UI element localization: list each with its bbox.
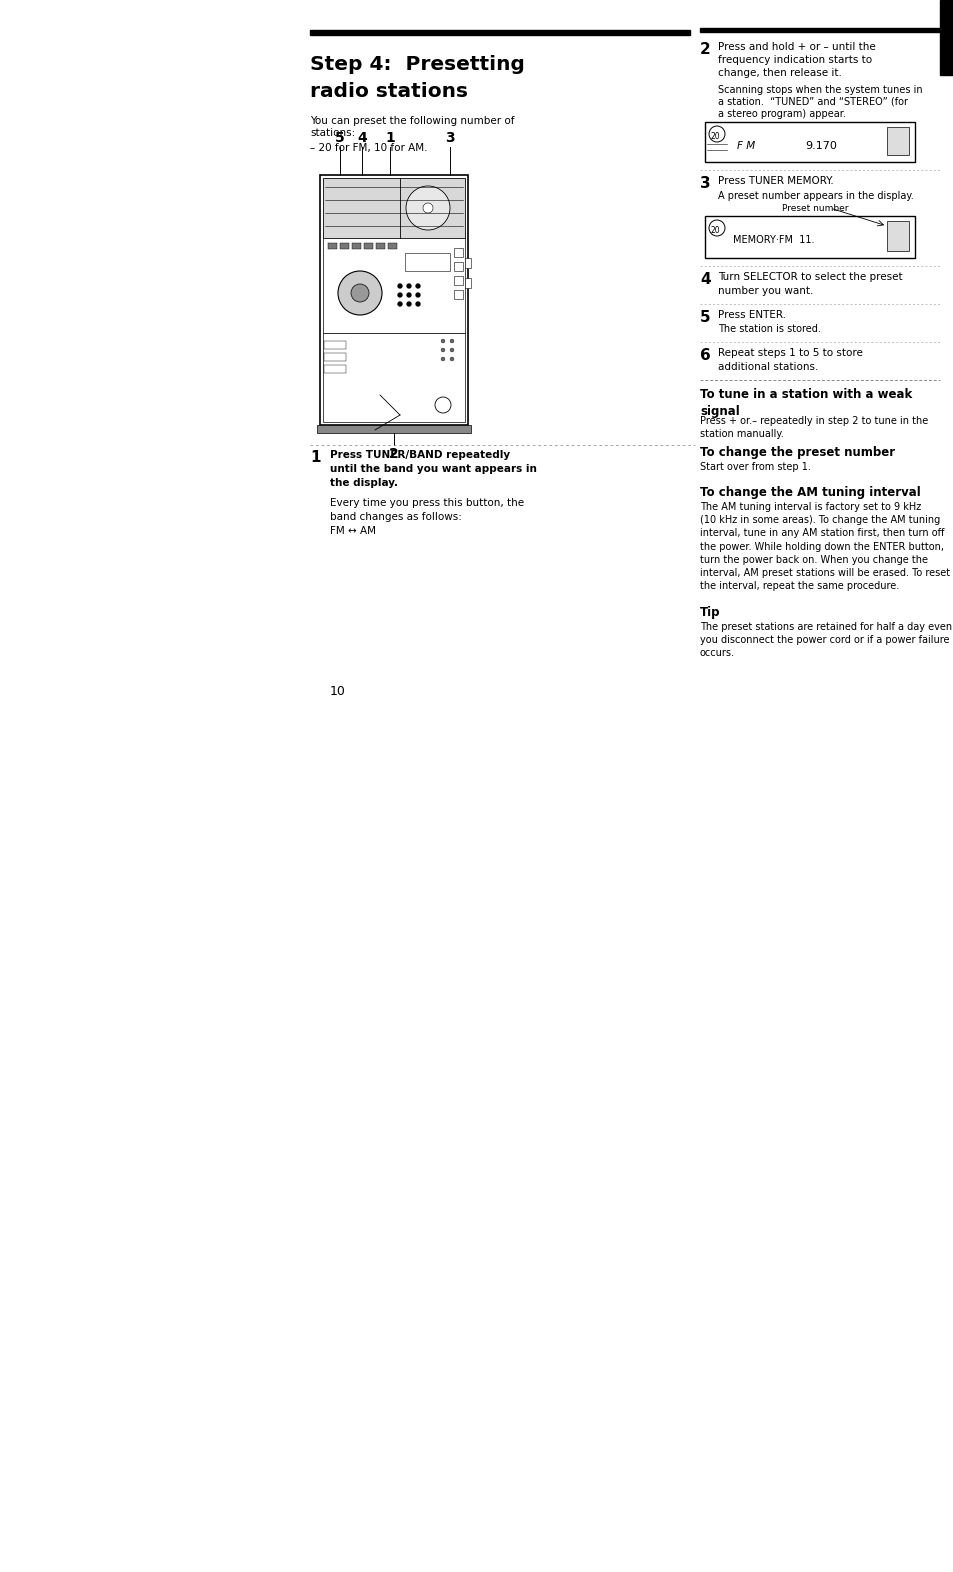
Circle shape [397, 292, 402, 297]
Bar [328, 244, 336, 248]
Circle shape [440, 340, 444, 343]
Text: 6: 6 [700, 347, 710, 363]
Circle shape [406, 292, 411, 297]
Text: MEMORY·FM  11.: MEMORY·FM 11. [732, 234, 814, 245]
Text: 4: 4 [700, 272, 710, 288]
Text: 2: 2 [700, 42, 710, 57]
Bar [464, 258, 471, 267]
Text: The AM tuning interval is factory set to 9 kHz
(10 kHz in some areas). To change: The AM tuning interval is factory set to… [700, 501, 949, 591]
Text: Press TUNER MEMORY.: Press TUNER MEMORY. [718, 176, 833, 185]
Bar [454, 263, 462, 270]
Circle shape [435, 398, 451, 413]
Text: – 20 for FM, 10 for AM.: – 20 for FM, 10 for AM. [310, 143, 427, 152]
Text: stations:: stations: [310, 127, 355, 138]
Circle shape [416, 292, 420, 297]
Circle shape [708, 126, 724, 141]
Circle shape [397, 283, 402, 289]
Bar [405, 253, 450, 270]
Bar [316, 424, 471, 432]
Bar [324, 341, 346, 349]
Circle shape [422, 203, 433, 212]
Circle shape [440, 357, 444, 362]
Circle shape [406, 302, 411, 307]
Bar [323, 178, 464, 237]
Circle shape [397, 302, 402, 307]
Bar [323, 333, 464, 421]
Text: A preset number appears in the display.: A preset number appears in the display. [718, 192, 913, 201]
Text: Tip: Tip [700, 605, 720, 619]
Circle shape [450, 357, 454, 362]
Bar [939, 0, 953, 75]
Bar [886, 127, 908, 156]
Text: Preset number: Preset number [781, 204, 847, 212]
Circle shape [337, 270, 381, 314]
Circle shape [351, 285, 369, 302]
Text: radio stations: radio stations [310, 82, 468, 101]
Text: To tune in a station with a weak
signal: To tune in a station with a weak signal [700, 388, 911, 418]
Text: To change the AM tuning interval: To change the AM tuning interval [700, 486, 920, 498]
Text: change, then release it.: change, then release it. [718, 68, 841, 79]
Bar [323, 237, 464, 333]
Bar [454, 248, 462, 256]
Circle shape [440, 347, 444, 352]
Text: Press and hold + or – until the: Press and hold + or – until the [718, 42, 875, 52]
Circle shape [416, 283, 420, 289]
Circle shape [450, 347, 454, 352]
Text: Scanning stops when the system tunes in: Scanning stops when the system tunes in [718, 85, 922, 94]
Circle shape [450, 340, 454, 343]
Text: The station is stored.: The station is stored. [718, 324, 820, 333]
Circle shape [406, 185, 450, 230]
Bar [388, 244, 396, 248]
Text: 2: 2 [389, 446, 398, 461]
Text: Press + or.– repeatedly in step 2 to tune in the
station manually.: Press + or.– repeatedly in step 2 to tun… [700, 417, 927, 439]
Bar [364, 244, 373, 248]
Bar [700, 28, 939, 31]
Bar [319, 174, 468, 424]
Bar [339, 244, 349, 248]
Bar [310, 30, 689, 35]
Circle shape [708, 220, 724, 236]
Text: Repeat steps 1 to 5 to store
additional stations.: Repeat steps 1 to 5 to store additional … [718, 347, 862, 373]
Text: F M: F M [737, 141, 755, 151]
Text: Press ENTER.: Press ENTER. [718, 310, 785, 321]
Bar [886, 222, 908, 252]
Text: 3: 3 [445, 130, 455, 145]
Text: 10: 10 [330, 685, 346, 698]
Text: 4: 4 [356, 130, 367, 145]
Bar [704, 123, 914, 162]
Circle shape [406, 283, 411, 289]
Text: a station.  “TUNED” and “STEREO” (for: a station. “TUNED” and “STEREO” (for [718, 97, 907, 107]
Text: Every time you press this button, the
band changes as follows:
FM ↔ AM: Every time you press this button, the ba… [330, 498, 523, 536]
Bar [324, 354, 346, 362]
Bar [464, 278, 471, 288]
Text: The preset stations are retained for half a day even if
you disconnect the power: The preset stations are retained for hal… [700, 623, 953, 659]
Text: 1: 1 [385, 130, 395, 145]
Circle shape [416, 302, 420, 307]
Text: To change the preset number: To change the preset number [700, 446, 894, 459]
Bar [375, 244, 385, 248]
Bar [704, 215, 914, 258]
Text: 1: 1 [310, 450, 320, 465]
Text: 3: 3 [700, 176, 710, 192]
Text: Turn SELECTOR to select the preset
number you want.: Turn SELECTOR to select the preset numbe… [718, 272, 902, 296]
Text: 5: 5 [700, 310, 710, 325]
Bar [324, 365, 346, 373]
Bar [454, 289, 462, 299]
Text: 20: 20 [709, 132, 720, 141]
Text: frequency indication starts to: frequency indication starts to [718, 55, 871, 64]
Text: a stereo program) appear.: a stereo program) appear. [718, 108, 845, 119]
Text: 9.170: 9.170 [804, 141, 836, 151]
Text: Step 4:  Presetting: Step 4: Presetting [310, 55, 524, 74]
Text: Press TUNER/BAND repeatedly
until the band you want appears in
the display.: Press TUNER/BAND repeatedly until the ba… [330, 450, 537, 487]
Bar [454, 277, 462, 285]
Bar [352, 244, 360, 248]
Text: You can preset the following number of: You can preset the following number of [310, 116, 514, 126]
Text: Start over from step 1.: Start over from step 1. [700, 462, 810, 472]
Text: 20: 20 [709, 226, 720, 234]
Text: 5: 5 [335, 130, 345, 145]
